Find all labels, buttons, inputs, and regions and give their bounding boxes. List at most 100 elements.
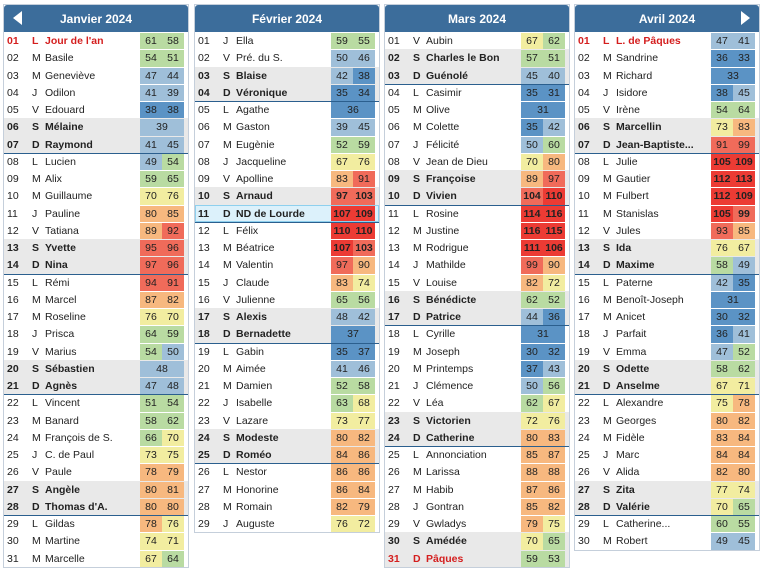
day-number: 29 [388,518,400,531]
day-of-week: L [603,518,609,531]
tide-coefficient-pm: 54 [162,395,184,412]
saint-name: Eugènie [236,138,275,151]
day-number: 02 [7,52,19,65]
tide-coefficient-pm: 116 [543,205,565,222]
tide-coefficient-pm: 55 [733,516,755,533]
saint-name: Agathe [236,104,270,117]
day-number: 04 [7,86,19,99]
day-row: 21 M Damien 52 58 [195,377,379,395]
tide-coefficient-am: 84 [331,447,353,464]
tide-coefficient-am: 76 [140,309,162,326]
chevron-left-icon[interactable] [13,11,22,25]
day-of-week: S [223,431,231,444]
tide-coefficient-pm: 75 [162,447,184,464]
day-number: 07 [7,138,19,151]
day-number: 05 [388,104,400,117]
tide-coefficient-am: 62 [521,291,543,308]
tide-coefficient-pm: 79 [162,464,184,481]
day-of-week: S [32,362,40,375]
saint-name: Jour de l'an [45,35,104,48]
tide-coefficient-am: 59 [140,171,162,188]
day-of-week: M [603,293,612,306]
tide-coefficient-am: 54 [711,102,733,119]
day-of-week: M [32,311,41,324]
day-row: 19 L Gabin 35 37 [195,342,379,360]
day-number: 14 [388,259,400,272]
day-row: 09 V Apolline 83 91 [195,170,379,188]
day-number: 10 [7,190,19,203]
tide-coefficient-am: 67 [711,378,733,395]
tide-coefficient-pm: 35 [733,274,755,291]
tide-coefficient-pm: 72 [353,516,375,533]
day-row: 18 J Parfait 36 41 [575,325,759,343]
day-of-week: S [413,535,421,548]
day-of-week: M [603,173,612,186]
day-row: 05 V Edouard 38 38 [4,101,188,119]
day-number: 16 [388,293,400,306]
day-of-week: L [413,449,419,462]
saint-name: Lazare [236,414,269,427]
month-panel: Avril 2024 01 L L. de Pâques 47 41 02 M Sandrine… [574,4,760,551]
tide-coefficient-pm: 56 [543,378,565,395]
tide-coefficient-am: 83 [331,274,353,291]
day-number: 25 [7,449,19,462]
day-of-week: L [223,224,229,237]
chevron-right-icon[interactable] [741,11,750,25]
tide-coefficient-pm: 31 [543,84,565,101]
tide-coefficient-pm: 60 [543,136,565,153]
day-of-week: S [413,293,421,306]
day-number: 16 [578,293,590,306]
saint-name: Vivien [426,190,457,203]
tide-coefficient: 31 [521,102,565,119]
day-row: 05 L Agathe 36 [195,101,379,119]
saint-name: Prisca [45,328,75,341]
tide-coefficient-am: 41 [140,136,162,153]
day-row: 25 L Annonciation 85 87 [385,446,569,464]
day-row: 29 L Gildas 78 76 [4,515,188,533]
saint-name: Printemps [426,362,474,375]
saint-name: Richard [616,69,653,82]
day-number: 07 [198,138,210,151]
day-number: 21 [7,380,19,393]
tide-coefficient-pm: 71 [162,533,184,550]
day-of-week: M [603,207,612,220]
tide-coefficient-am: 58 [711,360,733,377]
day-of-week: V [413,276,421,289]
tide-coefficient-pm: 83 [733,119,755,136]
day-row: 20 S Sébastien 48 [4,359,188,377]
tide-coefficient-pm: 38 [353,67,375,84]
saint-name: Valentin [236,259,274,272]
day-number: 24 [388,431,400,444]
tide-coefficient-pm: 40 [543,67,565,84]
day-of-week: M [603,69,612,82]
day-number: 20 [7,362,19,375]
day-of-week: V [603,466,611,479]
day-row: 10 S Arnaud 97 103 [195,187,379,205]
saint-name: Joseph [426,345,460,358]
tide-coefficient-am: 65 [331,291,353,308]
day-number: 30 [578,535,590,548]
day-number: 26 [578,466,590,479]
saint-name: Gontran [426,500,464,513]
day-of-week: M [32,293,41,306]
tide-coefficient-am: 70 [521,153,543,170]
day-of-week: V [32,466,40,479]
saint-name: Julie [616,155,638,168]
saint-name: François de S. [45,431,113,444]
saint-name: Marcelle [45,552,85,565]
tide-coefficient-am: 54 [140,343,162,360]
tide-coefficient-am: 39 [331,119,353,136]
saint-name: Charles le Bon [426,52,500,65]
tide-coefficient-am: 82 [521,274,543,291]
tide-coefficient-pm: 56 [353,291,375,308]
day-row: 04 J Odilon 41 39 [4,84,188,101]
day-of-week: V [223,293,231,306]
saint-name: Agnès [45,380,78,393]
day-number: 09 [388,173,400,186]
tide-coefficient-am: 30 [521,343,543,360]
day-of-week: M [32,552,41,565]
day-row: 20 M Printemps 37 43 [385,360,569,377]
day-of-week: M [603,535,612,548]
day-number: 03 [578,69,590,82]
day-of-week: V [223,414,231,427]
